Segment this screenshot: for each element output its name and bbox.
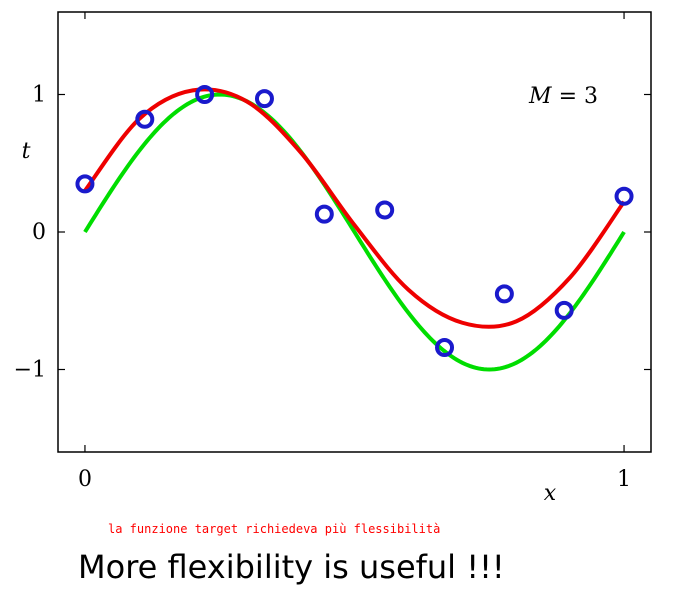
plot: 1 0 −1 0 1 x t M = 3 [14, 11, 652, 506]
x-tick-label: 0 [78, 467, 92, 492]
x-tick-label: 1 [617, 467, 631, 492]
headline: More flexibility is useful !!! [78, 548, 505, 586]
data-point [494, 284, 514, 304]
target-curve [83, 92, 626, 372]
data-point [75, 174, 95, 194]
data-point [554, 300, 574, 320]
y-tick-label: 1 [32, 83, 46, 108]
data-point [614, 186, 634, 206]
x-axis-label: x [544, 481, 557, 506]
annotation-note: la funzione target richiedeva più flessi… [108, 522, 441, 536]
y-tick-label: −1 [14, 358, 46, 383]
data-point [375, 200, 395, 220]
model-order-annotation: M = 3 [528, 84, 598, 109]
data-point [314, 204, 334, 224]
y-axis-label: t [22, 139, 31, 164]
data-point [254, 89, 274, 109]
data-point [435, 338, 455, 357]
fitted-curve [83, 87, 626, 329]
data-point [195, 85, 215, 104]
data-point [135, 109, 155, 129]
y-tick-label: 0 [32, 220, 46, 245]
